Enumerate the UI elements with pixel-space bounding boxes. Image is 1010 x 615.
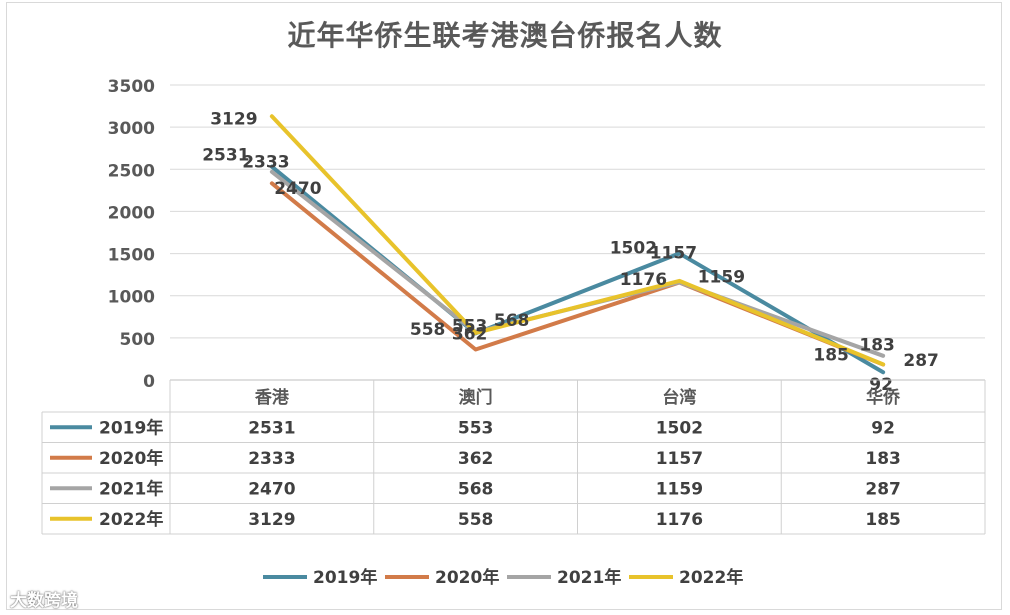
data-label: 3129 (210, 109, 257, 129)
table-cell-value: 1159 (656, 479, 703, 499)
legend-label: 2021年 (557, 567, 621, 588)
x-category-label: 澳门 (459, 387, 493, 408)
data-label: 553 (452, 316, 488, 336)
data-label: 1157 (650, 243, 697, 263)
data-label: 568 (494, 311, 530, 331)
table-cell-value: 92 (871, 418, 895, 438)
table-cell-value: 568 (458, 479, 494, 499)
table-cell-value: 2531 (248, 418, 295, 438)
data-label: 2333 (242, 152, 289, 172)
data-label: 185 (813, 345, 849, 365)
data-label: 362 (452, 324, 488, 344)
data-label: 1502 (610, 238, 657, 258)
y-tick-label: 1500 (108, 246, 155, 266)
table-cell-value: 287 (865, 479, 901, 499)
table-series-label: 2021年 (99, 478, 163, 499)
data-label: 1176 (620, 270, 667, 290)
data-label: 1159 (698, 267, 745, 287)
y-tick-label: 500 (120, 330, 156, 350)
table-cell-value: 362 (458, 449, 494, 469)
series-line (269, 114, 886, 367)
chart-title: 近年华侨生联考港澳台侨报名人数 (287, 19, 723, 52)
y-tick-label: 0 (143, 372, 155, 392)
legend-label: 2019年 (313, 567, 377, 588)
table-cell-value: 1502 (656, 418, 703, 438)
table-cell-value: 3129 (248, 510, 295, 530)
table-series-label: 2019年 (99, 417, 163, 438)
table-series-label: 2022年 (99, 509, 163, 530)
table-cell-value: 558 (458, 510, 494, 530)
y-tick-label: 2500 (108, 161, 155, 181)
series-line (269, 164, 886, 375)
y-tick-label: 3500 (108, 77, 155, 97)
table-cell-value: 2470 (248, 479, 295, 499)
table-cell-value: 553 (458, 418, 494, 438)
y-tick-label: 3000 (108, 119, 155, 139)
legend-label: 2022年 (679, 567, 743, 588)
y-tick-label: 2000 (108, 203, 155, 223)
table-cell-value: 183 (865, 449, 901, 469)
table-cell-value: 2333 (248, 449, 295, 469)
data-label: 2531 (202, 146, 249, 166)
chart-frame (6, 2, 1002, 610)
table-series-label: 2020年 (99, 448, 163, 469)
x-category-label: 台湾 (662, 387, 696, 408)
x-category-label: 华侨 (866, 387, 901, 408)
legend-label: 2020年 (435, 567, 499, 588)
watermark-logo: 大数跨境 (10, 591, 78, 611)
table-cell-value: 1176 (656, 510, 703, 530)
data-label: 2470 (274, 179, 321, 199)
data-label: 183 (859, 336, 895, 356)
y-tick-label: 1000 (108, 288, 155, 308)
data-label: 558 (410, 320, 446, 340)
x-category-label: 香港 (255, 387, 290, 408)
table-cell-value: 1157 (656, 449, 703, 469)
table-cell-value: 185 (865, 510, 901, 530)
data-label: 287 (903, 351, 939, 371)
